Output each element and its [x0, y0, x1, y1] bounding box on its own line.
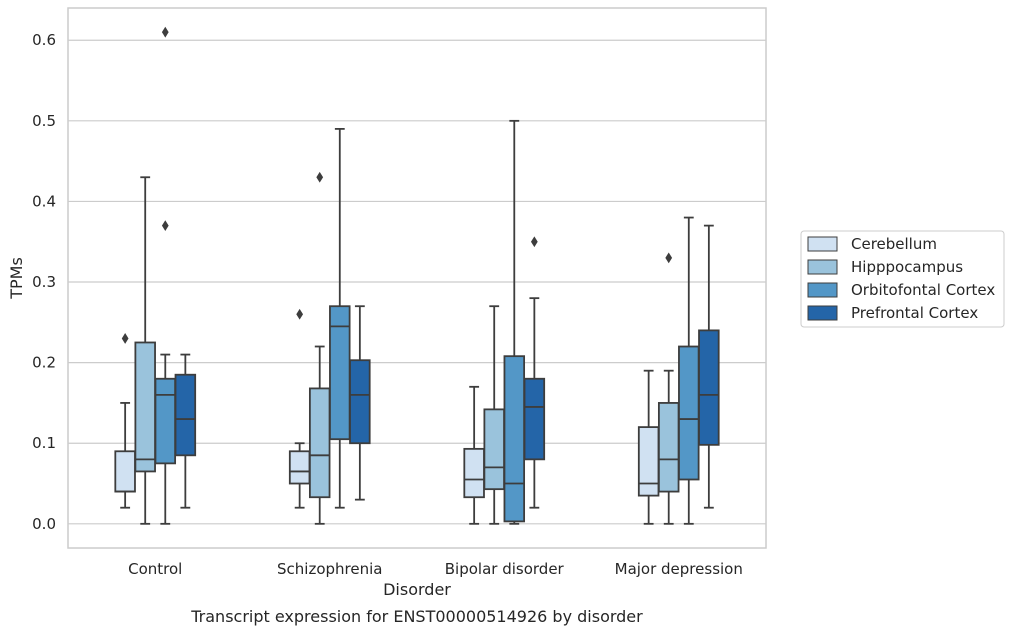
legend-swatch [807, 236, 838, 252]
legend-frame [800, 230, 1005, 328]
x-tick-label: Control [128, 560, 182, 578]
legend-entry: Hipppocampus [851, 258, 963, 276]
y-tick-label: 0.5 [32, 112, 56, 130]
y-tick-labels: 0.0 0.1 0.2 0.3 0.4 0.5 0.6 [32, 31, 56, 533]
box-2-0 [463, 385, 485, 525]
iqr-box [174, 373, 197, 457]
iqr-box [523, 377, 546, 461]
y-tick-label: 0.4 [32, 192, 56, 210]
box-2-2 [503, 119, 526, 525]
outlier-point [530, 236, 538, 248]
iqr-box [678, 345, 700, 481]
box-0-0 [114, 333, 136, 509]
outlier-point [161, 220, 169, 232]
iqr-box [637, 426, 660, 497]
figure-caption: Transcript expression for ENST0000051492… [190, 607, 643, 626]
box-1-2 [329, 127, 351, 509]
legend-entry: Prefrontal Cortex [851, 304, 978, 322]
box-1-0 [288, 308, 311, 509]
legend-swatch [807, 305, 838, 321]
box-groups [114, 26, 720, 525]
iqr-box [114, 450, 136, 493]
iqr-box [698, 329, 720, 446]
box-0-2 [154, 26, 177, 525]
x-tick-label: Bipolar disorder [445, 560, 565, 578]
x-tick-labels: Control Schizophrenia Bipolar disorder Majo… [128, 560, 743, 578]
iqr-box [349, 359, 371, 445]
box-0-1 [134, 176, 156, 525]
box-2-1 [483, 305, 505, 525]
y-axis-label: TPMs [7, 257, 26, 300]
box-0-3 [174, 353, 197, 509]
outlier-point [316, 171, 324, 183]
legend-entry: Cerebellum [851, 235, 937, 253]
box-3-2 [678, 216, 700, 525]
box-2-3 [523, 236, 546, 509]
iqr-box [154, 377, 177, 465]
legend-swatch [807, 259, 838, 275]
box-3-3 [698, 224, 720, 509]
outlier-point [665, 252, 673, 264]
y-tick-label: 0.1 [32, 434, 56, 452]
x-tick-label: Major depression [615, 560, 743, 578]
plot-frame [67, 7, 767, 549]
iqr-box [288, 450, 311, 485]
outlier-point [121, 333, 129, 344]
y-tick-label: 0.6 [32, 31, 56, 49]
iqr-box [463, 447, 485, 499]
box-1-3 [349, 305, 371, 501]
iqr-box [657, 402, 680, 493]
x-tick-label: Schizophrenia [277, 560, 382, 578]
legend: Cerebellum Hipppocampus Orbitofontal Corte… [800, 230, 1005, 328]
iqr-box [134, 341, 156, 473]
box-1-1 [308, 171, 331, 525]
y-tick-label: 0.3 [32, 273, 56, 291]
iqr-box [308, 387, 331, 499]
legend-swatch [807, 282, 838, 298]
legend-entry: Orbitofontal Cortex [851, 281, 995, 299]
outlier-point [161, 26, 169, 38]
x-axis-label: Disorder [383, 580, 451, 599]
box-3-1 [657, 252, 680, 525]
iqr-box [483, 408, 505, 491]
y-tick-label: 0.0 [32, 515, 56, 533]
outlier-point [296, 308, 304, 320]
box-3-0 [637, 369, 660, 525]
iqr-box [503, 355, 526, 523]
y-tick-label: 0.2 [32, 354, 56, 372]
